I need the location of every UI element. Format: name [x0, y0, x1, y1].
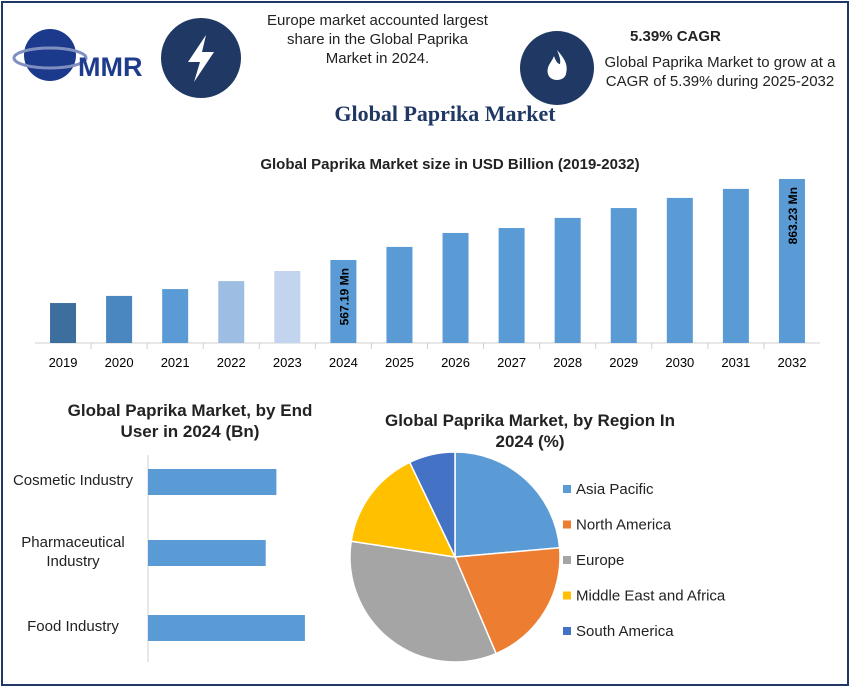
bar	[442, 232, 469, 343]
bar	[610, 208, 637, 343]
bar	[554, 217, 581, 343]
bar	[106, 295, 133, 343]
bar	[218, 281, 245, 343]
value-label: 863.23 Mn	[786, 187, 800, 244]
pie-slice	[349, 540, 498, 663]
legend-label: South America	[576, 623, 674, 640]
bar	[148, 469, 277, 495]
logo-ring	[12, 46, 88, 70]
x-tick-label: 2024	[329, 355, 358, 370]
chart-title: Global Paprika Market size in USD Billio…	[260, 156, 640, 173]
bar	[274, 271, 301, 343]
cagr-text: Global Paprika Market to grow at a CAGR …	[604, 54, 836, 90]
legend-swatch	[563, 556, 571, 564]
category-label: Food Industry	[27, 618, 119, 635]
legend-label: Europe	[576, 552, 624, 569]
x-tick-label: 2026	[441, 355, 470, 370]
bolt-icon	[188, 35, 214, 82]
x-tick-label: 2023	[273, 355, 302, 370]
x-tick-label: 2031	[721, 355, 750, 370]
x-tick-label: 2028	[553, 355, 582, 370]
x-tick-label: 2025	[385, 355, 414, 370]
value-label: 567.19 Mn	[337, 268, 351, 325]
pie-slice	[408, 451, 456, 558]
x-tick-label: 2032	[778, 355, 807, 370]
chart-title: Global Paprika Market, by Region In 2024…	[384, 411, 675, 452]
x-tick-label: 2021	[161, 355, 190, 370]
pie-slice	[454, 451, 561, 558]
category-label: Cosmetic Industry	[12, 472, 134, 489]
legend-label: North America	[576, 517, 672, 534]
pie-slice	[350, 461, 457, 558]
header-text: Europe market accounted largest share in…	[267, 12, 488, 67]
bar	[666, 197, 693, 343]
legend-swatch	[563, 591, 571, 600]
legend-label: Asia Pacific	[576, 481, 654, 498]
legend-swatch	[563, 627, 571, 635]
x-tick-label: 2030	[665, 355, 694, 370]
legend-swatch	[563, 520, 571, 529]
flame-icon	[547, 50, 567, 80]
x-tick-label: 2029	[609, 355, 638, 370]
bar	[162, 289, 189, 343]
bar	[386, 246, 413, 343]
legend-swatch	[563, 485, 571, 493]
logo-text: MMR	[78, 52, 142, 82]
pie-slice	[453, 546, 561, 655]
chart-title: Global Paprika Market, by End User in 20…	[67, 401, 313, 442]
category-label: Pharmaceutical Industry	[21, 534, 125, 570]
bar	[722, 188, 749, 343]
x-tick-label: 2027	[497, 355, 526, 370]
bar	[778, 178, 805, 343]
bar	[50, 303, 77, 343]
main-title: Global Paprika Market	[334, 101, 556, 126]
bar	[148, 615, 305, 641]
logo-globe	[24, 29, 76, 81]
bar	[148, 540, 266, 566]
bar	[330, 260, 357, 343]
x-tick-label: 2020	[105, 355, 134, 370]
x-tick-label: 2022	[217, 355, 246, 370]
legend-label: Middle East and Africa	[576, 588, 726, 605]
bar	[498, 228, 525, 343]
x-tick-label: 2019	[49, 355, 78, 370]
cagr-title: 5.39% CAGR	[630, 28, 721, 45]
